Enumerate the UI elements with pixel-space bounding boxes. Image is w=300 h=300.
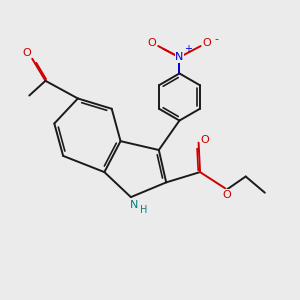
Text: +: + <box>184 44 192 54</box>
Text: H: H <box>140 206 147 215</box>
Text: O: O <box>22 48 31 59</box>
Text: O: O <box>147 38 156 47</box>
Text: N: N <box>130 200 138 210</box>
Text: O: O <box>201 135 209 145</box>
Text: -: - <box>214 34 218 45</box>
Text: N: N <box>175 52 184 62</box>
Text: O: O <box>203 38 212 48</box>
Text: O: O <box>222 190 231 200</box>
